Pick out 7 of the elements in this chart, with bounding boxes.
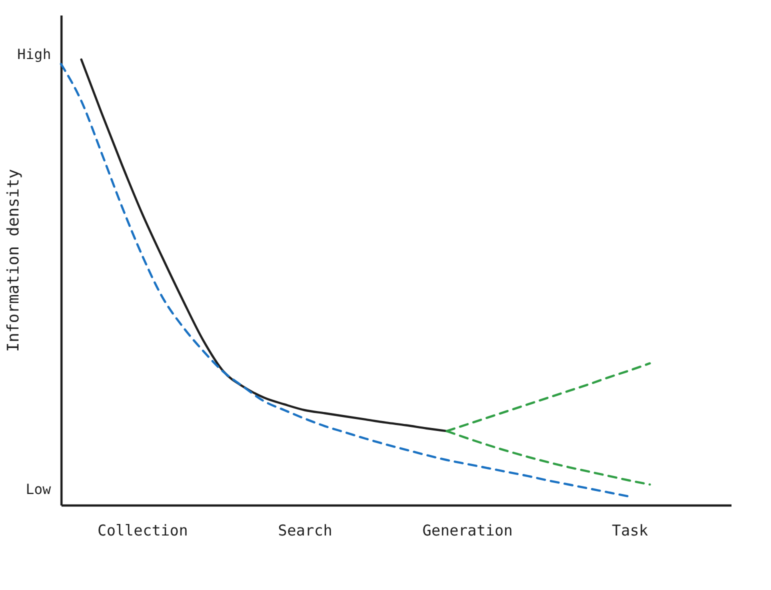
x-tick-label: Task [612,522,648,540]
x-tick-label: Generation [422,522,513,540]
x-tick-label: Collection [98,522,188,540]
text: High [17,47,51,63]
y-axis-title: Information density [4,168,22,352]
x-tick-label: Search [278,522,332,540]
text: Low [26,482,52,498]
